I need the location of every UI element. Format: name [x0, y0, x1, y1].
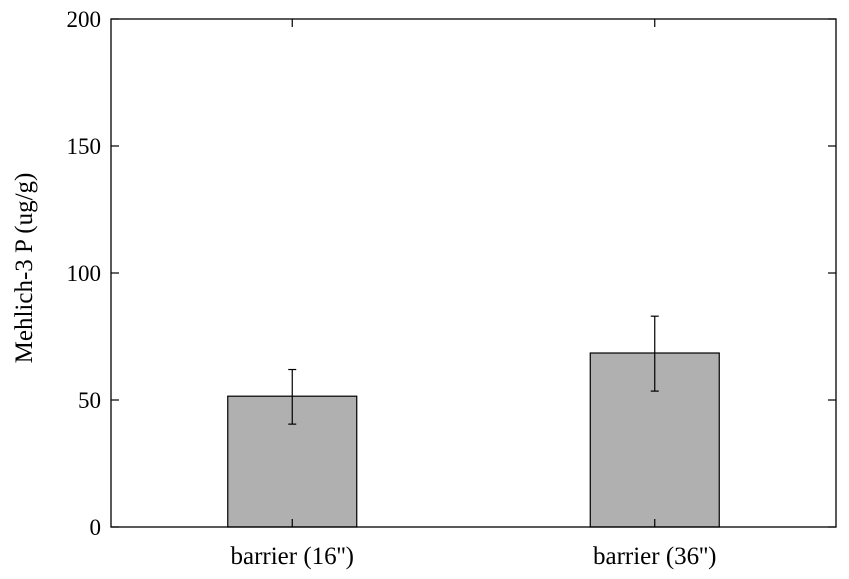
category-label: barrier (36'') [593, 543, 717, 570]
x-axis-ticks: barrier (16'') barrier (36'') [230, 19, 717, 570]
y-axis-ticks: 0 50 100 150 200 [67, 7, 836, 540]
y-axis-label: Mehlich-3 P (ug/g) [11, 173, 38, 364]
y-tick-label: 50 [78, 388, 101, 413]
error-bars-group [288, 315, 659, 425]
y-tick-label: 200 [67, 7, 102, 32]
y-tick-label: 100 [67, 261, 102, 286]
plot-area-frame [110, 18, 837, 528]
error-bar-1 [288, 368, 297, 425]
y-tick-label: 0 [90, 515, 102, 540]
error-bar-2 [650, 315, 659, 392]
category-label: barrier (16'') [230, 543, 354, 570]
bars-group [227, 352, 720, 528]
y-tick-label: 150 [67, 134, 102, 159]
